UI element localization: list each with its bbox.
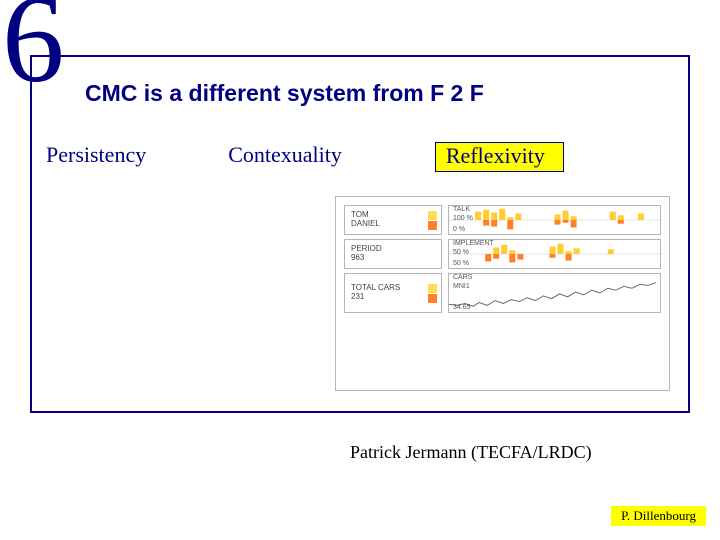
row-title-talk: TALK — [453, 206, 470, 213]
row-sub2-talk: 0 % — [453, 226, 465, 233]
legend-total-value: 231 — [351, 293, 400, 302]
label-contexuality: Contexuality — [228, 142, 342, 172]
credit-text: Patrick Jermann (TECFA/LRDC) — [350, 442, 592, 463]
row-sub1-cars: MNI1 — [453, 283, 470, 290]
concept-row: Persistency Contexuality Reflexivity — [40, 142, 680, 172]
chart-row-implement: IMPLEMENT 50 % 50 % — [448, 239, 661, 269]
row-title-cars: CARS — [453, 274, 472, 281]
chart-row-talk: TALK 100 % 0 % — [448, 205, 661, 235]
label-persistency: Persistency — [46, 142, 146, 172]
label-reflexivity: Reflexivity — [435, 142, 564, 172]
row-sub2-implement: 50 % — [453, 260, 469, 267]
swatch-total-top — [428, 284, 437, 293]
legend-daniel: DANIEL — [351, 220, 380, 229]
legend-period-value: 963 — [351, 254, 382, 263]
slide-title: CMC is a different system from F 2 F — [85, 80, 484, 107]
legend-row-totalcars: TOTAL CARS 231 — [344, 273, 442, 313]
row-sub1-implement: 50 % — [453, 249, 469, 256]
chart-rows: TALK 100 % 0 % IMPLEMENT 50 % 50 % CARS … — [448, 205, 661, 384]
swatch-daniel — [428, 221, 437, 230]
row-sub2-cars: 34.65 — [453, 304, 471, 311]
mirror-chart: TOM DANIEL PERIOD 963 TOTAL CARS — [335, 196, 670, 391]
swatch-tom — [428, 211, 437, 220]
legend-row-participants: TOM DANIEL — [344, 205, 442, 235]
chart-legend-column: TOM DANIEL PERIOD 963 TOTAL CARS — [344, 205, 442, 384]
swatch-total-bot — [428, 294, 437, 303]
row-title-implement: IMPLEMENT — [453, 240, 494, 247]
legend-row-period: PERIOD 963 — [344, 239, 442, 269]
row-sub1-talk: 100 % — [453, 215, 473, 222]
chart-row-cars: CARS MNI1 34.65 — [448, 273, 661, 313]
footer-author: P. Dillenbourg — [611, 506, 706, 526]
